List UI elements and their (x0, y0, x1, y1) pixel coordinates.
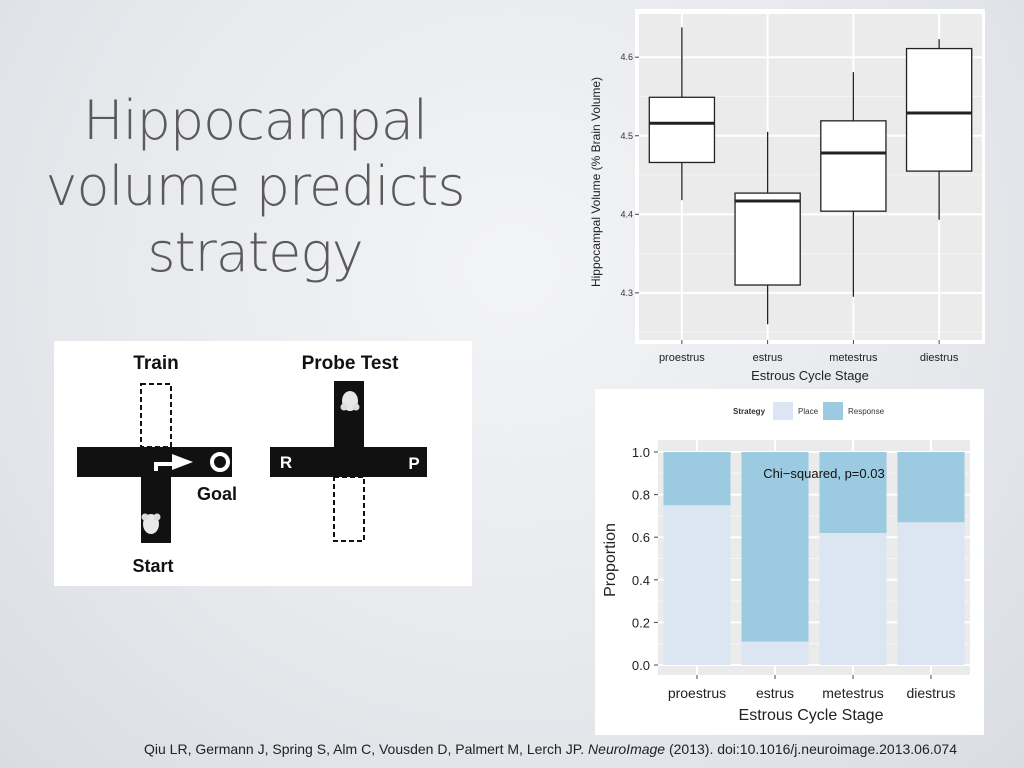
legend-label-response: Response (848, 407, 885, 416)
box-iqr (734, 192, 801, 286)
legend-label-place: Place (798, 407, 819, 416)
start-label: Start (132, 556, 173, 576)
y-axis-label: Proportion (602, 523, 619, 597)
bar-segment-place (741, 641, 809, 665)
citation-authors: Qiu LR, Germann J, Spring S, Alm C, Vous… (144, 741, 589, 757)
y-tick-label: 0.6 (632, 530, 650, 545)
y-tick-label: 4.6 (620, 52, 633, 62)
goal-label: Goal (197, 484, 237, 504)
x-axis-label: Estrous Cycle Stage (751, 368, 869, 383)
y-tick-label: 0.4 (632, 573, 650, 588)
citation-journal: NeuroImage (588, 741, 666, 757)
x-tick-label: metestrus (822, 685, 883, 701)
bar-segment-response (819, 452, 887, 533)
y-tick-label: 4.3 (620, 288, 633, 298)
bar-segment-place (897, 522, 965, 665)
r-label: R (280, 453, 292, 472)
boxplot-figure: 4.3 4.4 4.5 4.6 proestrus estrus metestrus die… (580, 6, 990, 388)
title-line-2: volume predicts (45, 155, 465, 218)
y-tick-label: 0.2 (632, 615, 650, 630)
citation-details: (2013). doi:10.1016/j.neuroimage.2013.06… (665, 741, 957, 757)
bar-segment-place (663, 505, 731, 665)
y-tick-label: 4.5 (620, 131, 633, 141)
legend-title: Strategy (733, 407, 766, 416)
boxplot-chart: 4.3 4.4 4.5 4.6 proestrus estrus metestrus die… (589, 9, 985, 383)
p-label: P (408, 454, 419, 473)
stacked-bar-figure: Strategy Place Response 0.0 0.2 0.4 0.6 0.8 1… (595, 389, 984, 735)
x-tick-label: proestrus (668, 685, 726, 701)
x-tick-label: estrus (756, 685, 794, 701)
title-line-3: strategy (147, 221, 363, 284)
x-tick-label: diestrus (906, 685, 955, 701)
probe-test-label: Probe Test (302, 353, 399, 374)
maze-svg: Train Probe Test Goal Start R P (77, 353, 427, 576)
mouse-icon (141, 513, 161, 534)
legend: Strategy Place Response (733, 402, 885, 420)
maze-diagram: Train Probe Test Goal Start R P (54, 341, 472, 586)
y-tick-label: 4.4 (620, 209, 633, 219)
direction-arrow-icon (154, 454, 193, 471)
bar-segment-place (819, 532, 887, 665)
bar-segment-response (741, 452, 809, 642)
x-tick-label: metestrus (829, 352, 878, 364)
x-tick-label: proestrus (659, 352, 705, 364)
title-line-1: Hippocampal (83, 89, 428, 152)
y-tick-label: 1.0 (632, 445, 650, 460)
train-label: Train (133, 353, 178, 374)
box-iqr (905, 47, 973, 172)
slide-title: Hippocampal volume predicts strategy (40, 88, 470, 286)
x-axis-label: Estrous Cycle Stage (739, 707, 884, 724)
goal-marker-icon (210, 452, 230, 472)
mouse-icon (340, 391, 360, 411)
bar-segment-response (663, 452, 731, 506)
legend-swatch-place (773, 402, 793, 420)
y-tick-label: 0.0 (632, 658, 650, 673)
stacked-bar-chart: Strategy Place Response 0.0 0.2 0.4 0.6 0.8 1… (602, 402, 970, 724)
box-iqr (648, 96, 716, 164)
x-tick-label: estrus (753, 352, 783, 364)
probe-horizontal-arm (270, 447, 427, 477)
box-iqr (820, 120, 887, 212)
legend-swatch-response (823, 402, 843, 420)
train-closed-arm (140, 383, 172, 448)
y-axis-label: Hippocampal Volume (% Brain Volume) (589, 77, 603, 287)
bar-segment-response (897, 452, 965, 523)
y-tick-label: 0.8 (632, 488, 650, 503)
x-tick-label: diestrus (920, 352, 959, 364)
probe-closed-arm (333, 476, 365, 542)
citation: Qiu LR, Germann J, Spring S, Alm C, Vous… (144, 741, 1020, 757)
chart-annotation: Chi−squared, p=0.03 (763, 466, 884, 481)
